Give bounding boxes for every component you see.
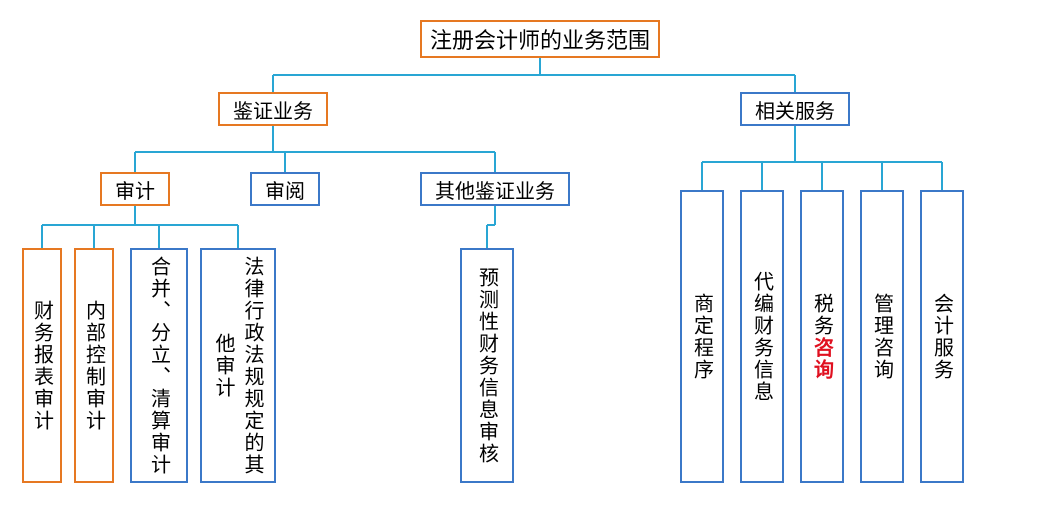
node-leaf_a1: 财务报表审计 (22, 248, 62, 483)
node-l2a: 鉴证业务 (218, 92, 328, 126)
node-l3c: 其他鉴证业务 (420, 172, 570, 206)
node-label-highlight: 咨询 (811, 337, 833, 381)
node-l3b: 审阅 (250, 172, 320, 206)
node-label-pre: 税务 (811, 293, 833, 337)
node-leaf_b3: 税务咨询 (800, 190, 844, 483)
node-label: 代编财务信息 (748, 271, 777, 403)
node-label: 相关服务 (755, 95, 835, 124)
node-l2b: 相关服务 (740, 92, 850, 126)
node-label: 注册会计师的业务范围 (430, 23, 650, 55)
node-l3a: 审计 (100, 172, 170, 206)
node-label: 审阅 (265, 175, 305, 204)
node-leaf_a4: 法律行政法规规定的其他审计 (200, 248, 276, 483)
node-leaf_a3: 合并、分立、清算审计 (130, 248, 188, 483)
node-label: 预测性财务信息审核 (473, 267, 502, 465)
org-chart-canvas: 注册会计师的业务范围鉴证业务 相关服务审计 审阅 其他鉴证业务财务报表审计内部控制审计… (0, 0, 1053, 522)
node-label: 管理咨询 (868, 293, 897, 381)
node-leaf_b4: 管理咨询 (860, 190, 904, 483)
node-label: 其他鉴证业务 (435, 175, 555, 204)
node-label: 鉴证业务 (233, 95, 313, 124)
node-leaf_a2: 内部控制审计 (74, 248, 114, 483)
node-leaf_c1: 预测性财务信息审核 (460, 248, 514, 483)
node-label: 法律行政法规规定的其他审计 (209, 254, 267, 477)
node-leaf_b2: 代编财务信息 (740, 190, 784, 483)
node-label: 审计 (115, 175, 155, 204)
node-label: 商定程序 (688, 293, 717, 381)
node-label: 会计服务 (928, 293, 957, 381)
node-label: 财务报表审计 (28, 300, 57, 432)
node-leaf_b1: 商定程序 (680, 190, 724, 483)
node-root: 注册会计师的业务范围 (420, 20, 660, 58)
node-label: 内部控制审计 (80, 300, 109, 432)
node-leaf_b5: 会计服务 (920, 190, 964, 483)
node-label: 合并、分立、清算审计 (145, 256, 174, 476)
